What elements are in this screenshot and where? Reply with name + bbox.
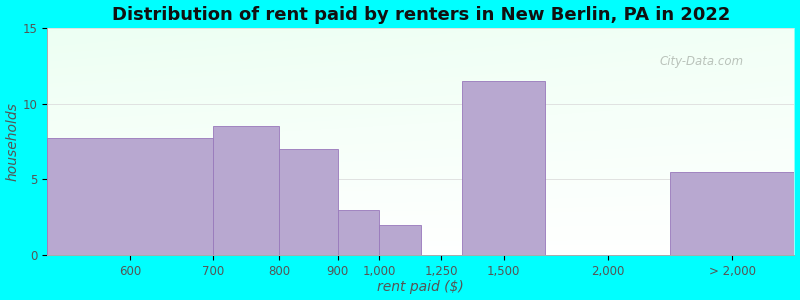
Y-axis label: households: households — [6, 102, 19, 181]
Bar — [379, 225, 421, 255]
X-axis label: rent paid ($): rent paid ($) — [378, 280, 464, 294]
Title: Distribution of rent paid by renters in New Berlin, PA in 2022: Distribution of rent paid by renters in … — [111, 6, 730, 24]
Bar — [670, 172, 794, 255]
Bar — [279, 149, 338, 255]
Bar — [47, 138, 213, 255]
Text: City-Data.com: City-Data.com — [660, 55, 744, 68]
Bar — [338, 209, 379, 255]
Bar — [213, 126, 279, 255]
Bar — [462, 81, 546, 255]
